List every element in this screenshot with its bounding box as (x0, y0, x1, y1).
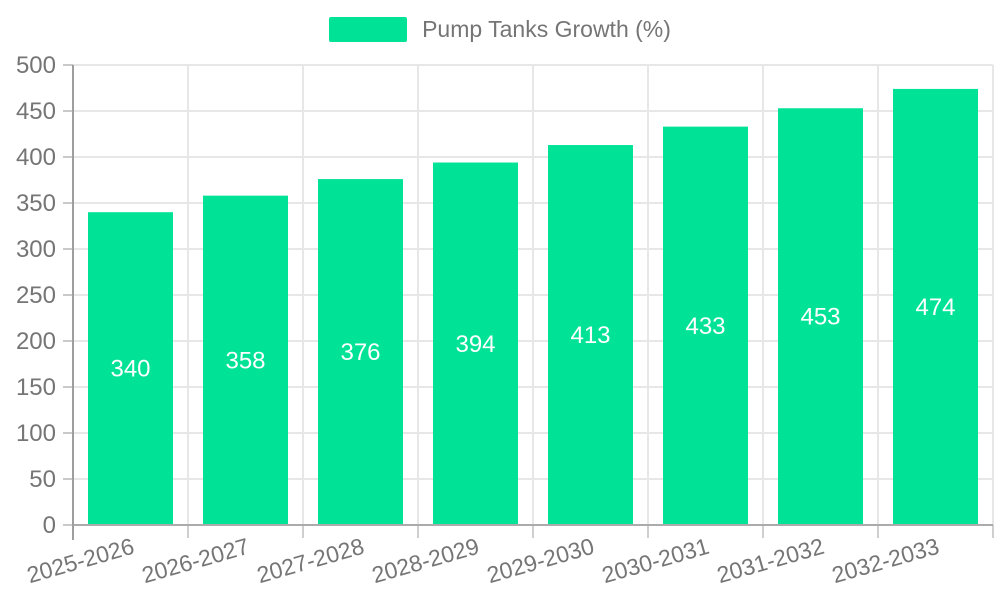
bar-value-label: 433 (685, 313, 725, 340)
bar[interactable] (433, 162, 518, 525)
y-axis-label: 300 (16, 236, 56, 263)
y-axis-label: 400 (16, 144, 56, 171)
bar[interactable] (203, 195, 288, 525)
x-axis-label: 2026-2027 (139, 533, 252, 588)
y-axis-label: 450 (16, 98, 56, 125)
x-axis-label: 2030-2031 (599, 533, 712, 588)
bar-value-label: 394 (455, 331, 495, 358)
y-axis-label: 200 (16, 328, 56, 355)
y-axis-label: 150 (16, 374, 56, 401)
legend-label: Pump Tanks Growth (%) (422, 16, 671, 42)
y-axis-label: 350 (16, 190, 56, 217)
bar[interactable] (778, 108, 863, 526)
x-axis-label: 2031-2032 (714, 533, 827, 588)
bar[interactable] (318, 179, 403, 525)
bar-value-label: 358 (225, 347, 265, 374)
bar[interactable] (88, 212, 173, 525)
bar[interactable] (663, 126, 748, 525)
bar[interactable] (893, 88, 978, 526)
legend-swatch (329, 17, 408, 42)
x-axis-label: 2027-2028 (254, 533, 367, 588)
legend-item-pump-tanks-growth[interactable]: Pump Tanks Growth (%) (329, 17, 671, 42)
bar[interactable] (548, 145, 633, 526)
y-axis-label: 100 (16, 420, 56, 447)
y-axis-label: 250 (16, 282, 56, 309)
chart-legend: Pump Tanks Growth (%) (0, 17, 1000, 42)
bar-value-label: 340 (110, 356, 150, 383)
bar-value-label: 453 (800, 304, 840, 331)
x-axis-label: 2032-2033 (829, 533, 942, 588)
bar-value-label: 413 (570, 322, 610, 349)
bar-value-label: 376 (340, 339, 380, 366)
x-axis-label: 2025-2026 (24, 533, 137, 588)
bar-value-label: 474 (915, 294, 955, 321)
x-axis-label: 2028-2029 (369, 533, 482, 588)
y-axis-label: 50 (29, 466, 56, 493)
y-axis-label: 500 (16, 52, 56, 79)
x-axis-label: 2029-2030 (484, 533, 597, 588)
y-axis-label: 0 (43, 512, 56, 539)
